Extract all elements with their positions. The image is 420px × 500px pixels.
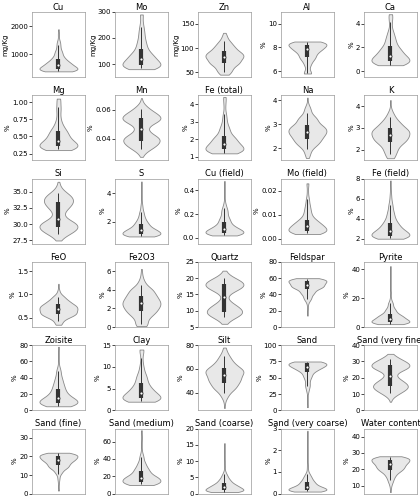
Title: Sand (coarse): Sand (coarse) [195,420,254,428]
Y-axis label: %: % [344,458,350,464]
Y-axis label: %: % [348,41,354,48]
Y-axis label: %: % [265,124,271,131]
Y-axis label: %: % [254,208,260,214]
Y-axis label: mg/Kg: mg/Kg [173,34,179,56]
Title: Clay: Clay [132,336,151,345]
Y-axis label: mg/Kg: mg/Kg [90,34,96,56]
Title: Sand (medium): Sand (medium) [109,420,174,428]
Title: Mn: Mn [135,86,148,95]
Y-axis label: %: % [265,458,271,464]
Title: Mo: Mo [135,3,147,12]
Y-axis label: mg/Kg: mg/Kg [3,34,9,56]
Title: Na: Na [302,86,313,95]
Y-axis label: %: % [5,208,11,214]
Y-axis label: %: % [348,208,354,214]
Y-axis label: %: % [12,374,18,381]
Title: Sand (fine): Sand (fine) [35,420,81,428]
Y-axis label: %: % [344,374,350,381]
Y-axis label: %: % [261,41,267,48]
Y-axis label: %: % [12,458,18,464]
Y-axis label: %: % [256,374,262,381]
Title: Pyrite: Pyrite [378,253,403,262]
Title: Fe2O3: Fe2O3 [128,253,155,262]
Y-axis label: %: % [178,374,184,381]
Title: S: S [139,170,144,178]
Title: Fe (field): Fe (field) [372,170,409,178]
Title: Ca: Ca [385,3,396,12]
Title: Feldspar: Feldspar [289,253,326,262]
Title: Fe (total): Fe (total) [205,86,243,95]
Y-axis label: %: % [95,374,101,381]
Y-axis label: %: % [182,124,188,131]
Title: Sand (very coarse): Sand (very coarse) [268,420,347,428]
Y-axis label: %: % [10,291,16,298]
Y-axis label: %: % [176,208,181,214]
Title: Sand (very fine): Sand (very fine) [357,336,420,345]
Title: Water content: Water content [360,420,420,428]
Title: Zoisite: Zoisite [44,336,73,345]
Title: Sand: Sand [297,336,318,345]
Y-axis label: %: % [348,124,354,131]
Title: Cu (field): Cu (field) [205,170,244,178]
Y-axis label: %: % [261,291,267,298]
Title: Zn: Zn [219,3,230,12]
Title: Mg: Mg [52,86,65,95]
Y-axis label: %: % [95,458,101,464]
Title: Al: Al [303,3,312,12]
Y-axis label: %: % [100,208,105,214]
Y-axis label: %: % [178,291,184,298]
Title: Mo (field): Mo (field) [287,170,327,178]
Title: Si: Si [55,170,62,178]
Y-axis label: %: % [178,458,184,464]
Title: Cu: Cu [53,3,64,12]
Y-axis label: %: % [344,291,350,298]
Title: K: K [388,86,393,95]
Y-axis label: %: % [99,291,105,298]
Y-axis label: %: % [88,124,94,131]
Title: Silt: Silt [218,336,231,345]
Title: FeO: FeO [50,253,66,262]
Y-axis label: %: % [5,124,11,131]
Title: Quartz: Quartz [210,253,239,262]
